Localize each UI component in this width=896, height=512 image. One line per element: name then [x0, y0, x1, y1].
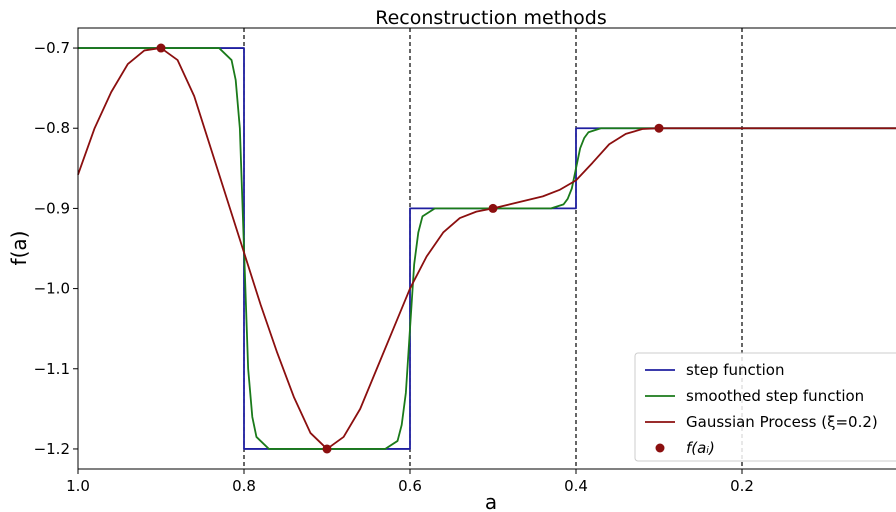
series-line-2: [77, 47, 896, 450]
y-tick-label: −1.0: [34, 280, 70, 298]
y-tick-label: −1.2: [34, 440, 70, 458]
series-line-1: [78, 47, 896, 450]
data-point: [322, 444, 332, 454]
y-tick-label: −0.7: [34, 39, 70, 57]
x-tick-label: 0.8: [232, 477, 256, 495]
x-axis-label: a: [485, 490, 497, 512]
data-point: [156, 43, 166, 53]
chart-title: Reconstruction methods: [375, 7, 607, 29]
legend: step function smoothed step function Gauss…: [634, 352, 896, 462]
data-point: [654, 123, 664, 133]
legend-label: smoothed step function: [686, 387, 864, 405]
x-tick-label: 0.2: [730, 477, 754, 495]
legend-swatch: [655, 443, 665, 453]
x-tick-label: 0.6: [398, 477, 422, 495]
legend-box: [634, 352, 896, 462]
data-point: [488, 203, 498, 213]
y-axis-label: f(a): [7, 231, 31, 266]
y-tick-label: −1.1: [34, 360, 70, 378]
y-tick-label: −0.8: [34, 119, 70, 137]
legend-label: f(aᵢ): [686, 439, 715, 457]
x-tick-label: 0.4: [564, 477, 588, 495]
y-tick-label: −0.9: [34, 199, 70, 217]
legend-label: step function: [686, 361, 785, 379]
plot-frame: [77, 27, 896, 470]
series-layer: [77, 43, 896, 454]
legend-label: Gaussian Process (ξ=0.2): [686, 413, 878, 431]
axis-ticks: 1.0 0.8 0.6 0.4 0.2 −0.7 −0.8 −0.9 −1.0 −1.1 −1.2: [34, 39, 754, 495]
x-tick-label: 1.0: [66, 477, 90, 495]
